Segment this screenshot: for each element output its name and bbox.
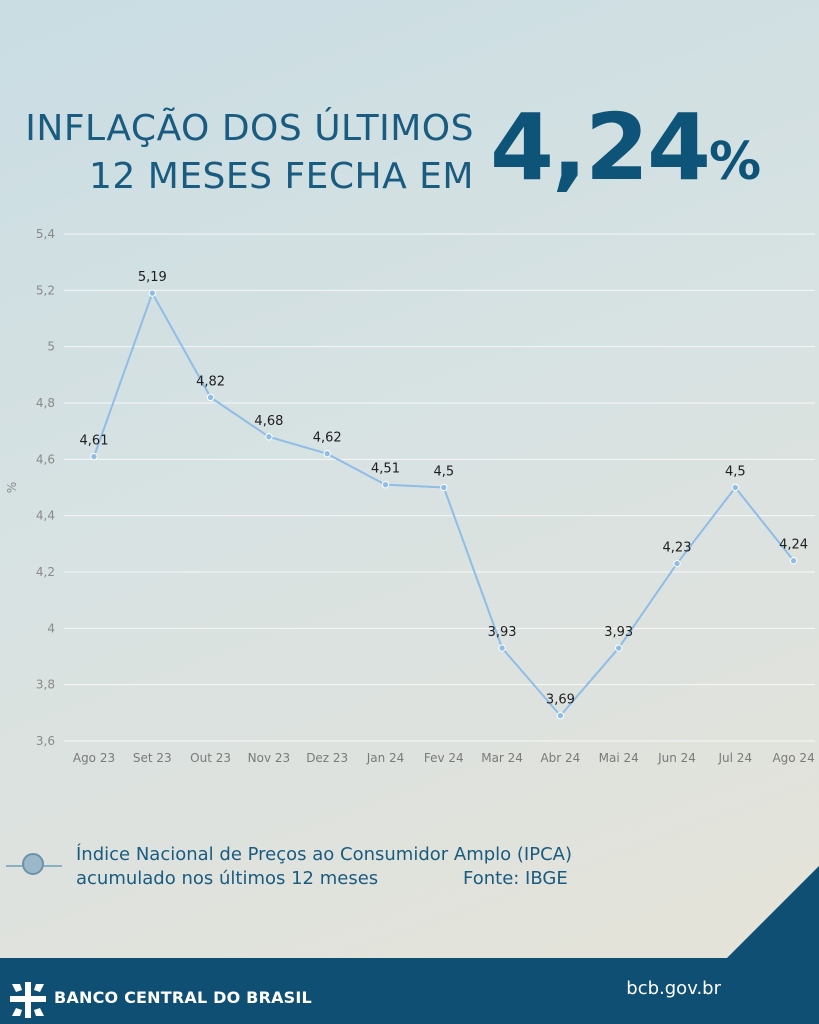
corner-triangle [727, 866, 819, 958]
data-point [381, 480, 390, 489]
footer-brand: BANCO CENTRAL DO BRASIL [54, 988, 312, 1007]
x-tick-label: Out 23 [190, 751, 231, 765]
series-line [93, 292, 795, 717]
y-tick-label: 5,2 [36, 283, 55, 297]
legend-dot-icon [22, 853, 44, 875]
ipca-line-chart: 3,6 3,8 4 4,2 4,4 4,6 4,8 5 5,2 5,4% Ago 23 Set 23 O… [5, 227, 815, 765]
data-label: 4,62 [313, 431, 342, 446]
headline-line2: 12 MESES FECHA EM [89, 156, 474, 197]
y-tick-label: 4,6 [36, 452, 55, 466]
footer-bar: BANCO CENTRAL DO BRASIL bcb.gov.br [0, 958, 819, 1024]
data-point [731, 483, 739, 492]
x-tick-label: Mai 24 [599, 751, 639, 765]
data-label: 4,24 [779, 538, 808, 553]
y-tick-label: 3,8 [36, 678, 55, 692]
x-tick-label: Jan 24 [366, 751, 405, 765]
data-label: 4,5 [433, 465, 454, 480]
x-tick-label: Ago 24 [772, 751, 814, 765]
chart-legend: Índice Nacional de Preços ao Consumidor … [0, 840, 819, 900]
y-tick-label: 3,6 [36, 734, 55, 748]
y-tick-label: 4 [47, 621, 55, 635]
y-tick-label: 5 [47, 340, 55, 354]
x-tick-label: Nov 23 [248, 751, 291, 765]
data-point [265, 433, 273, 441]
data-label: 3,93 [488, 625, 517, 640]
x-tick-label: Mar 24 [481, 751, 523, 765]
data-label: 4,23 [663, 541, 692, 556]
footer-site-link[interactable]: bcb.gov.br [626, 978, 721, 999]
y-tick-label: 4,4 [36, 509, 55, 523]
x-tick-label: Jul 24 [718, 751, 753, 765]
data-label: 4,68 [254, 414, 283, 429]
data-label: 4,61 [80, 434, 109, 449]
headline-value: 4,24% [490, 94, 761, 201]
y-tick-label: 4,8 [36, 396, 55, 410]
data-point [440, 483, 448, 492]
legend-text-line2: acumulado nos últimos 12 meses [76, 868, 379, 889]
data-point [556, 711, 565, 720]
data-label: 3,93 [604, 625, 633, 640]
data-point [498, 644, 506, 652]
x-tick-label: Ago 23 [73, 751, 115, 765]
data-label: 4,82 [196, 374, 225, 389]
data-point [206, 393, 215, 402]
headline-line1: INFLAÇÃO DOS ÚLTIMOS [25, 108, 474, 149]
data-point [323, 450, 331, 458]
x-tick-label: Dez 23 [306, 751, 348, 765]
x-tick-label: Set 23 [133, 751, 172, 765]
data-label: 4,5 [725, 465, 746, 480]
data-point [148, 289, 157, 297]
legend-source: Fonte: IBGE [463, 868, 568, 889]
x-tick-label: Abr 24 [540, 751, 580, 765]
data-point [90, 452, 98, 461]
data-label: 3,69 [546, 693, 575, 708]
x-tick-label: Jun 24 [657, 751, 696, 765]
y-tick-label: 5,4 [36, 227, 55, 241]
headline-unit: % [709, 132, 762, 192]
y-axis-label: % [5, 482, 19, 493]
data-label: 4,51 [371, 462, 400, 477]
data-point [615, 644, 623, 652]
data-point [789, 557, 798, 565]
headline-number: 4,24 [490, 94, 711, 201]
legend-text-line1: Índice Nacional de Preços ao Consumidor … [76, 844, 572, 865]
data-label: 5,19 [138, 270, 167, 285]
x-tick-label: Fev 24 [424, 751, 464, 765]
headline: INFLAÇÃO DOS ÚLTIMOS 12 MESES FECHA EM 4… [0, 94, 819, 210]
data-point [673, 559, 681, 568]
y-tick-label: 4,2 [36, 565, 55, 579]
bcb-logo-icon [10, 982, 46, 1018]
